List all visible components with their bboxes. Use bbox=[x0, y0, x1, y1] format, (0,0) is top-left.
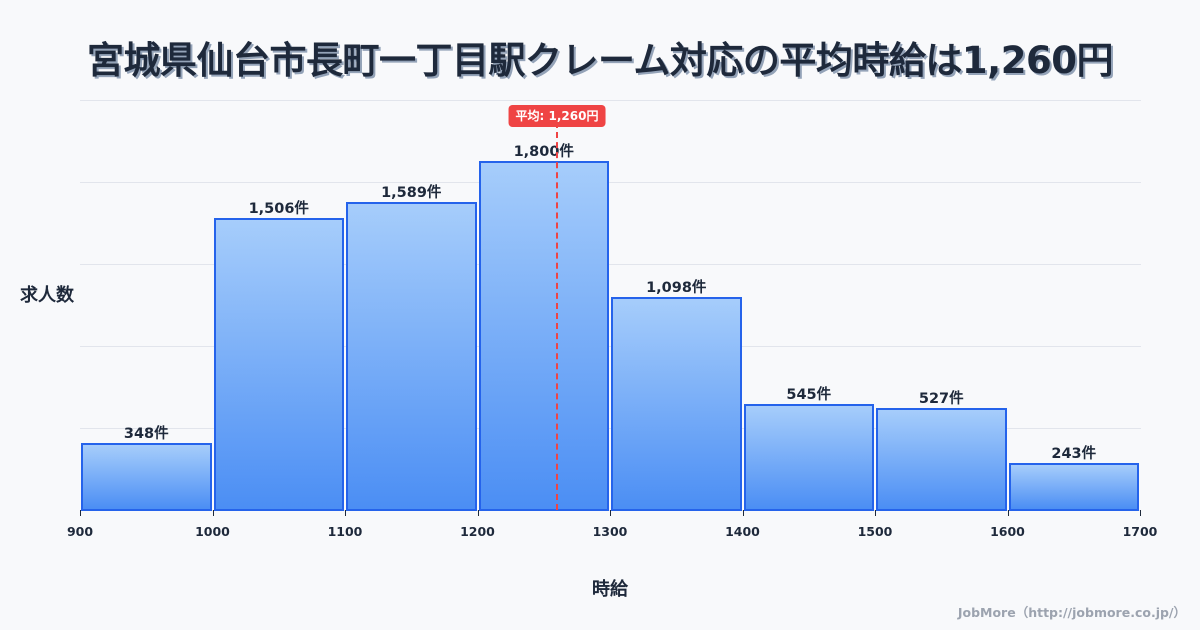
x-axis-tick bbox=[477, 510, 479, 516]
gridline bbox=[80, 100, 1141, 101]
histogram-bar[interactable] bbox=[611, 297, 742, 511]
x-axis-tick bbox=[80, 510, 81, 516]
x-axis-tick bbox=[875, 510, 876, 516]
gridline bbox=[80, 264, 1141, 265]
x-axis-tick-label: 1400 bbox=[725, 524, 760, 539]
chart-title: 宮城県仙台市長町一丁目駅クレーム対応の平均時給は1,260円 bbox=[87, 39, 1113, 82]
mean-line bbox=[556, 122, 558, 510]
histogram-bar[interactable] bbox=[81, 442, 212, 511]
y-axis-label: 求人数 bbox=[20, 285, 74, 306]
bar-value-label: 527件 bbox=[918, 390, 964, 407]
bar-value-label: 348件 bbox=[123, 425, 169, 442]
x-axis-tick bbox=[1007, 510, 1009, 516]
bar-value-label: 545件 bbox=[786, 387, 832, 404]
x-axis-tick-label: 1100 bbox=[327, 524, 363, 539]
histogram-bar[interactable] bbox=[1008, 462, 1139, 511]
bar-value-label: 1,589件 bbox=[381, 184, 442, 201]
gridline bbox=[80, 346, 1141, 347]
x-axis-tick bbox=[212, 510, 214, 516]
bar-value-label: 243件 bbox=[1051, 445, 1097, 462]
source-credit: JobMore（http://jobmore.co.jp/） bbox=[957, 605, 1186, 620]
bar-value-label: 1,800件 bbox=[513, 143, 574, 160]
gridline bbox=[80, 182, 1141, 183]
x-axis-tick bbox=[610, 510, 611, 516]
histogram-bar[interactable] bbox=[743, 404, 874, 511]
x-axis-tick-label: 1600 bbox=[990, 524, 1025, 539]
x-axis-tick-label: 1500 bbox=[857, 524, 893, 539]
mean-badge: 平均: 1,260円 bbox=[508, 105, 606, 127]
x-axis-tick bbox=[345, 510, 346, 516]
x-axis-tick-label: 1700 bbox=[1122, 524, 1158, 539]
histogram-bar[interactable] bbox=[478, 160, 609, 511]
x-axis-tick-label: 900 bbox=[66, 524, 94, 539]
gridline bbox=[80, 428, 1141, 429]
x-axis-tick bbox=[1140, 510, 1141, 516]
histogram-bar[interactable] bbox=[876, 407, 1007, 511]
bar-value-label: 1,506件 bbox=[248, 200, 309, 217]
x-axis-tick-label: 1200 bbox=[460, 524, 495, 539]
histogram-bar[interactable] bbox=[346, 201, 477, 511]
bar-value-label: 1,098件 bbox=[646, 280, 707, 297]
x-axis-tick-label: 1000 bbox=[195, 524, 230, 539]
x-axis-tick-label: 1300 bbox=[592, 524, 628, 539]
histogram-bar[interactable] bbox=[213, 217, 344, 511]
x-axis-tick bbox=[742, 510, 744, 516]
x-axis-label: 時給 bbox=[592, 579, 628, 600]
